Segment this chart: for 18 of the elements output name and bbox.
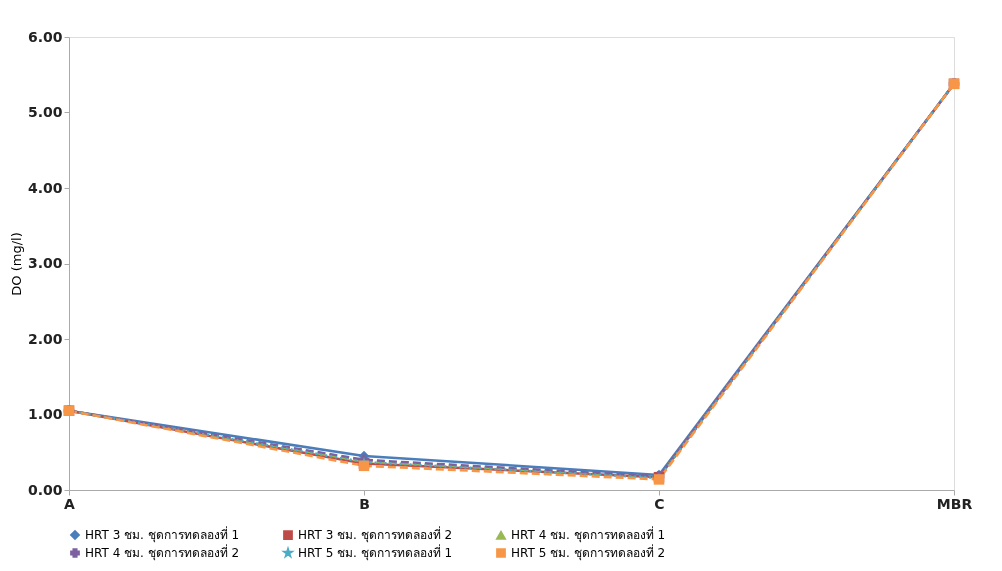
legend-label: HRT 3 ชม. ชุดการทดลองที่ 2 — [298, 526, 453, 544]
y-tick-label: 6.00 — [27, 28, 63, 45]
legend-label: HRT 5 ชม. ชุดการทดลองที่ 2 — [511, 544, 666, 561]
y-tick-label: 3.00 — [27, 255, 63, 271]
y-tick-label: 0.00 — [27, 481, 63, 498]
x-tick-label: A — [64, 495, 76, 512]
y-axis-title: DO (mg/l) — [8, 232, 24, 296]
x-tick-label: B — [359, 495, 370, 512]
y-tick-label: 5.00 — [27, 104, 63, 120]
y-tick-label: 4.00 — [27, 179, 63, 196]
x-tick-label: C — [654, 495, 665, 512]
x-tick-label: MBR — [936, 495, 973, 512]
y-tick-label: 1.00 — [27, 406, 63, 422]
legend-label: HRT 4 ชม. ชุดการทดลองที่ 1 — [511, 526, 666, 544]
legend-label: HRT 4 ชม. ชุดการทดลองที่ 2 — [85, 544, 240, 561]
legend-label: HRT 3 ชม. ชุดการทดลองที่ 1 — [85, 526, 240, 544]
legend-label: HRT 5 ชม. ชุดการทดลองที่ 1 — [298, 544, 453, 561]
y-tick-label: 2.00 — [27, 330, 63, 347]
